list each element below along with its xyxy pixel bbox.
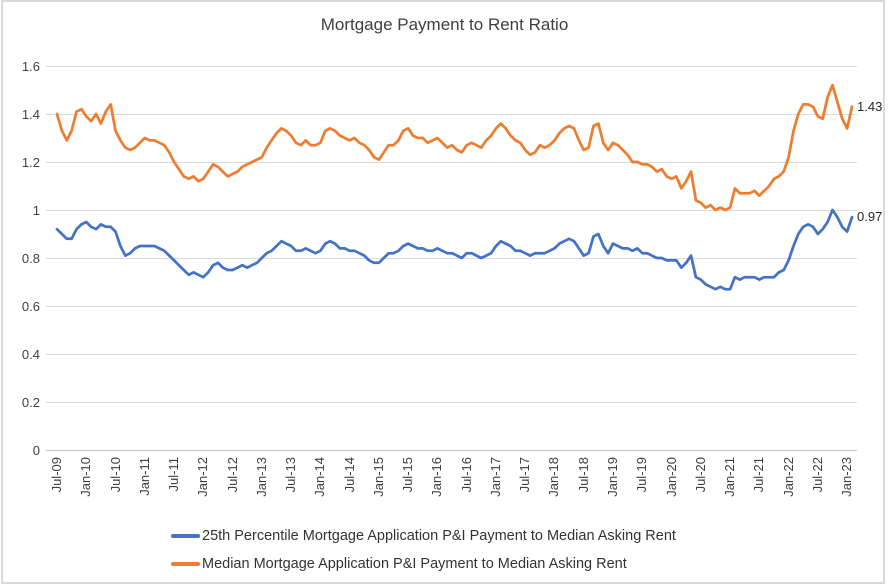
legend-label-25th-percentile: 25th Percentile Mortgage Application P&I… xyxy=(202,528,676,544)
y-tick-label: 0 xyxy=(32,442,40,458)
x-tick-label: Jul-17 xyxy=(517,457,533,493)
x-tick-label: Jan-18 xyxy=(546,457,562,497)
legend-swatch-blue-line-icon xyxy=(171,534,200,538)
legend-label-median: Median Mortgage Application P&I Payment … xyxy=(202,556,627,572)
x-tick-label: Jan-11 xyxy=(136,457,152,496)
x-tick-label: Jan-22 xyxy=(780,457,796,497)
x-tick-label: Jan-14 xyxy=(312,457,328,497)
x-tick-label: Jul-11 xyxy=(166,457,182,492)
x-tick-label: Jan-21 xyxy=(722,457,738,497)
x-tick-label: Jan-16 xyxy=(429,457,445,497)
x-tick-label: Jul-15 xyxy=(400,457,416,493)
series-line-25th-percentile xyxy=(55,208,854,291)
y-tick-label: 1.4 xyxy=(21,106,40,122)
y-tick-label: 0.4 xyxy=(21,346,40,362)
x-tick-label: Jan-20 xyxy=(663,457,679,497)
y-tick-label: 1 xyxy=(32,202,40,218)
x-tick-label: Jan-13 xyxy=(253,457,269,497)
x-tick-label: Jul-14 xyxy=(341,457,357,493)
x-tick-label: Jan-12 xyxy=(195,457,211,497)
x-tick-label: Jul-22 xyxy=(809,457,825,493)
x-tick-label: Jan-10 xyxy=(78,457,94,497)
x-tick-label: Jul-12 xyxy=(224,457,240,493)
x-tick-label: Jul-13 xyxy=(283,457,299,493)
legend-item-25th-percentile: 25th Percentile Mortgage Application P&I… xyxy=(171,522,676,550)
y-tick-label: 0.6 xyxy=(21,298,40,314)
data-label-25th-percentile-series: 0.97 xyxy=(857,209,883,225)
x-tick-label: Jan-17 xyxy=(487,457,503,497)
legend: 25th Percentile Mortgage Application P&I… xyxy=(171,522,676,578)
y-tick-label: 0.2 xyxy=(21,394,40,410)
x-tick-label: Jul-09 xyxy=(49,457,64,493)
x-tick-label: Jul-20 xyxy=(692,457,708,493)
legend-item-median: Median Mortgage Application P&I Payment … xyxy=(171,550,676,578)
y-tick-label: 1.6 xyxy=(21,58,40,74)
x-tick-label: Jul-21 xyxy=(751,457,767,493)
x-tick-label: Jan-15 xyxy=(370,457,386,497)
legend-swatch-orange-line-icon xyxy=(171,562,200,566)
data-label-median-series: 1.43 xyxy=(857,98,883,114)
x-tick-label: Jan-23 xyxy=(839,457,855,497)
x-tick-label: Jul-16 xyxy=(458,457,474,493)
x-tick-label: Jul-10 xyxy=(107,457,123,493)
y-tick-label: 1.2 xyxy=(21,154,40,170)
x-tick-label: Jul-18 xyxy=(575,457,591,493)
chart-title: Mortgage Payment to Rent Ratio xyxy=(320,15,569,34)
series-line-median xyxy=(55,83,854,212)
x-tick-label: Jul-19 xyxy=(634,457,650,493)
x-tick-label: Jan-19 xyxy=(605,457,620,497)
y-tick-label: 0.8 xyxy=(21,250,40,266)
